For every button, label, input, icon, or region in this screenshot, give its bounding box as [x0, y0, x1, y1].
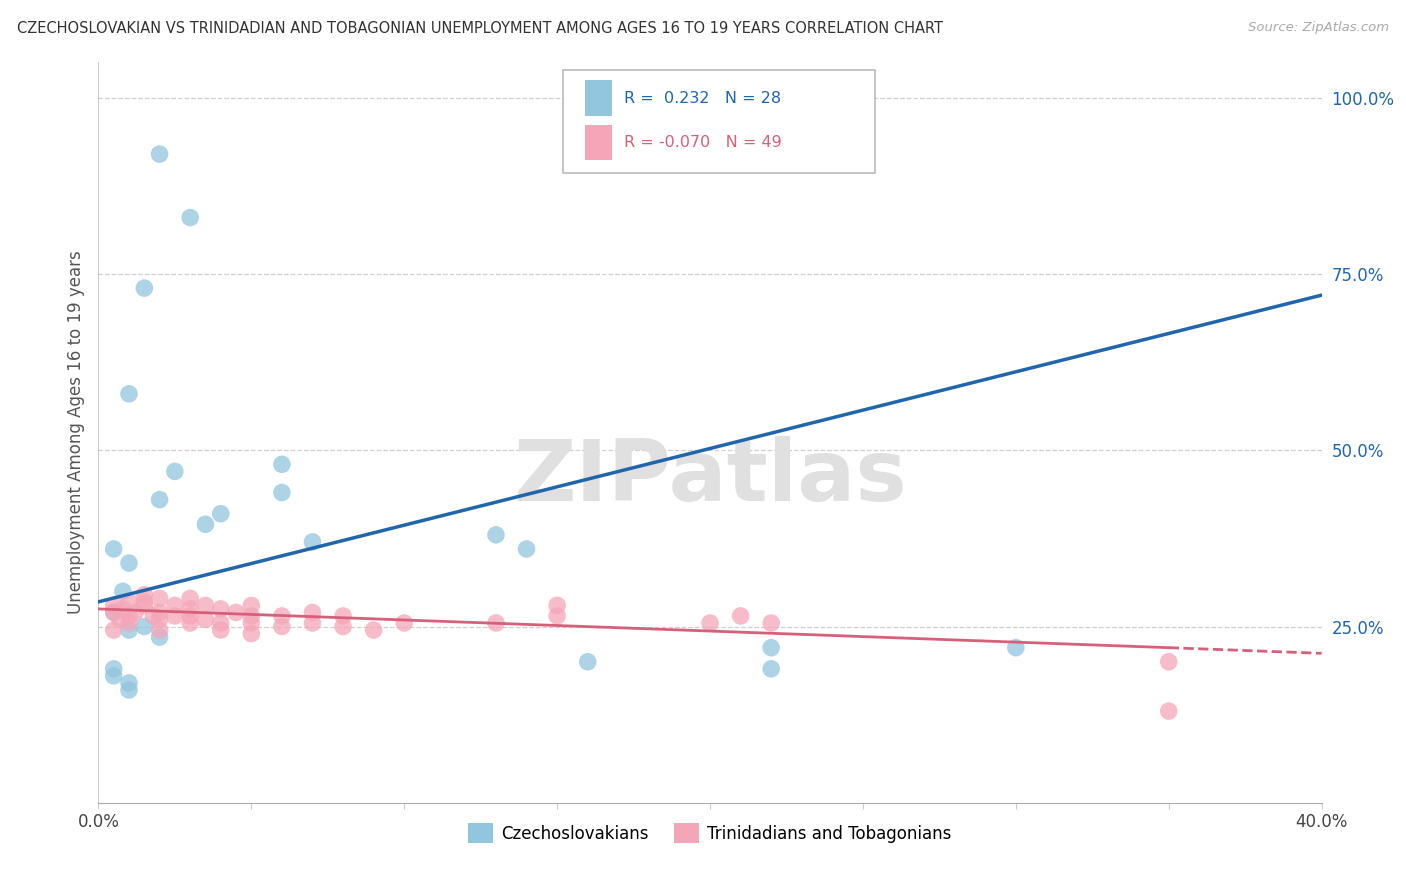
Point: [149, 147, 172, 161]
Point: [332, 619, 354, 633]
Point: [111, 602, 134, 616]
Point: [546, 609, 568, 624]
Text: CZECHOSLOVAKIAN VS TRINIDADIAN AND TOBAGONIAN UNEMPLOYMENT AMONG AGES 16 TO 19 Y: CZECHOSLOVAKIAN VS TRINIDADIAN AND TOBAG…: [17, 21, 943, 36]
Point: [118, 623, 141, 637]
Point: [163, 609, 186, 624]
Point: [179, 602, 201, 616]
Point: [759, 615, 782, 630]
Point: [240, 599, 263, 613]
FancyBboxPatch shape: [585, 80, 612, 116]
Point: [516, 541, 538, 556]
Y-axis label: Unemployment Among Ages 16 to 19 years: Unemployment Among Ages 16 to 19 years: [66, 251, 84, 615]
Point: [103, 541, 125, 556]
Text: R = -0.070   N = 49: R = -0.070 N = 49: [624, 135, 782, 150]
Point: [142, 609, 165, 624]
Point: [240, 626, 263, 640]
Point: [485, 528, 508, 542]
Point: [209, 615, 232, 630]
FancyBboxPatch shape: [585, 125, 612, 161]
Point: [240, 615, 263, 630]
Point: [108, 612, 131, 626]
Point: [225, 606, 247, 620]
Point: [1157, 704, 1180, 718]
Point: [194, 517, 217, 532]
Point: [124, 606, 146, 620]
Point: [118, 595, 141, 609]
Point: [759, 662, 782, 676]
Point: [332, 609, 354, 624]
Point: [134, 619, 156, 633]
Text: ZIPatlas: ZIPatlas: [513, 435, 907, 518]
Point: [149, 606, 172, 620]
Point: [103, 623, 125, 637]
Point: [730, 609, 752, 624]
Point: [179, 211, 201, 225]
Point: [270, 619, 292, 633]
Point: [103, 662, 125, 676]
Point: [270, 485, 292, 500]
Point: [118, 609, 141, 624]
Point: [118, 683, 141, 698]
Point: [209, 623, 232, 637]
Point: [546, 599, 568, 613]
Point: [485, 615, 508, 630]
Point: [149, 612, 172, 626]
Point: [134, 599, 156, 613]
Point: [118, 387, 141, 401]
Point: [363, 623, 385, 637]
Point: [103, 606, 125, 620]
Point: [118, 556, 141, 570]
Point: [209, 602, 232, 616]
Point: [392, 615, 416, 630]
FancyBboxPatch shape: [564, 70, 875, 173]
Point: [118, 615, 141, 630]
Point: [103, 669, 125, 683]
Point: [103, 606, 125, 620]
Point: [149, 623, 172, 637]
Point: [699, 615, 721, 630]
Point: [149, 630, 172, 644]
Point: [270, 458, 292, 472]
Point: [1157, 655, 1180, 669]
Point: [576, 655, 599, 669]
Point: [301, 535, 323, 549]
Point: [149, 492, 172, 507]
Point: [301, 615, 323, 630]
Point: [149, 591, 172, 606]
Point: [240, 609, 263, 624]
Point: [134, 588, 156, 602]
Point: [270, 609, 292, 624]
Point: [163, 464, 186, 478]
Point: [209, 507, 232, 521]
Point: [179, 615, 201, 630]
Point: [194, 612, 217, 626]
Point: [1004, 640, 1026, 655]
Legend: Czechoslovakians, Trinidadians and Tobagonians: Czechoslovakians, Trinidadians and Tobag…: [461, 816, 959, 850]
Point: [179, 591, 201, 606]
Point: [301, 606, 323, 620]
Point: [134, 281, 156, 295]
Text: R =  0.232   N = 28: R = 0.232 N = 28: [624, 91, 782, 105]
Point: [103, 599, 125, 613]
Point: [111, 584, 134, 599]
Text: Source: ZipAtlas.com: Source: ZipAtlas.com: [1249, 21, 1389, 34]
Point: [179, 609, 201, 624]
Point: [118, 676, 141, 690]
Point: [194, 599, 217, 613]
Point: [759, 640, 782, 655]
Point: [134, 595, 156, 609]
Point: [163, 599, 186, 613]
